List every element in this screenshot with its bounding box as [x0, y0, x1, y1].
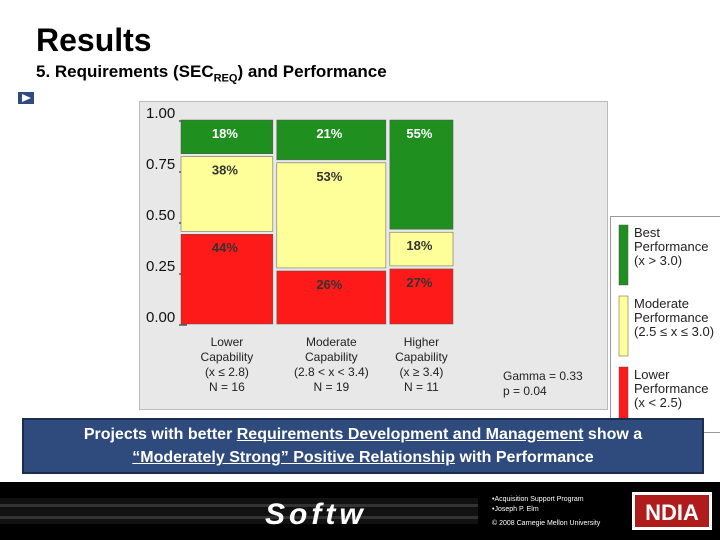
footer-bar: Softw •Acquisition Support Program •Jose… [0, 482, 720, 540]
segment-label-moderate: 53% [316, 169, 342, 184]
segment-label-moderate: 38% [212, 163, 238, 178]
footer-banner-text: Softw [265, 498, 367, 531]
slide-title: Results [36, 22, 152, 58]
column-label: Capability [305, 350, 358, 364]
segment-label-best: 55% [406, 126, 432, 141]
caption-line-2: “Moderately Strong” Positive Relationshi… [132, 449, 594, 466]
legend-label: Performance [634, 381, 708, 396]
y-tick-label: 1.00 [146, 105, 175, 122]
ndia-logo: NDIA [632, 492, 712, 530]
segment-moderate [276, 162, 387, 269]
segment-label-lower: 44% [212, 240, 238, 255]
caption-line-1: Projects with better Requirements Develo… [83, 426, 643, 443]
column-label: N = 11 [404, 380, 439, 394]
slide-subtitle: 5. Requirements (SECREQ) and Performance [36, 62, 387, 85]
legend-label: (x < 2.5) [634, 395, 682, 410]
footer-line-2: •Joseph P. Elm [492, 506, 539, 513]
legend-label: Lower [634, 367, 670, 382]
column-label: N = 19 [313, 380, 349, 394]
segment-lower [180, 233, 274, 325]
column-label: (x ≤ 2.8) [205, 365, 249, 379]
legend-swatch-best [618, 224, 629, 286]
segment-lower [276, 270, 387, 325]
legend-label: Performance [634, 310, 708, 325]
caption-link-requirements: Requirements Development and Management [236, 426, 584, 443]
column-label: Capability [395, 350, 448, 364]
segment-moderate [389, 231, 454, 267]
footer-line-1: •Acquisition Support Program [492, 496, 584, 503]
segment-label-moderate: 18% [406, 238, 432, 253]
chart-canvas: 1.000.750.500.250.0018%38%44%LowerCapabi… [146, 105, 583, 398]
bullet-arrow-icon [18, 92, 34, 104]
legend-label: Moderate [634, 296, 689, 311]
y-tick-label: 0.75 [146, 156, 175, 173]
segment-moderate [180, 156, 274, 232]
legend-label: Performance [634, 239, 708, 254]
gamma-stat: Gamma = 0.33 [503, 369, 583, 383]
caption-link-relationship: “Moderately Strong” Positive Relationshi… [132, 449, 455, 466]
segment-best [276, 119, 387, 161]
segment-label-best: 21% [316, 126, 342, 141]
segment-label-best: 18% [212, 126, 238, 141]
legend-swatch-moderate [618, 295, 629, 357]
segment-best [180, 119, 274, 154]
caption-banner: Projects with better Requirements Develo… [22, 418, 704, 474]
y-tick-label: 0.00 [146, 309, 175, 326]
legend-label: Best [634, 225, 660, 240]
column-label: Higher [404, 335, 439, 349]
legend-label: (x > 3.0) [634, 253, 682, 268]
y-tick-label: 0.50 [146, 207, 175, 224]
segment-label-lower: 27% [406, 275, 432, 290]
mosaic-chart: 1.00 0.75 0.50 0.25 0.00 18% 38% 44% Lower Capabi… [139, 101, 720, 433]
legend: Best Performance (x > 3.0) Moderate Performa… [610, 216, 720, 433]
column-label: (x ≥ 3.4) [399, 365, 443, 379]
segment-lower [389, 268, 454, 325]
svg-text:NDIA: NDIA [645, 500, 699, 525]
footer-copyright: © 2008 Carnegie Mellon University [492, 520, 601, 527]
p-value-stat: p = 0.04 [503, 384, 547, 398]
segment-label-lower: 26% [316, 277, 342, 292]
segment-best [389, 119, 454, 230]
column-label: Moderate [306, 335, 357, 349]
column-label: Lower [211, 335, 244, 349]
column-label: (2.8 < x < 3.4) [294, 365, 369, 379]
column-label: N = 16 [209, 380, 245, 394]
footer-banner-graphic: Softw [0, 498, 478, 531]
y-tick-label: 0.25 [146, 258, 175, 275]
column-label: Capability [201, 350, 254, 364]
legend-label: (2.5 ≤ x ≤ 3.0) [634, 324, 714, 339]
